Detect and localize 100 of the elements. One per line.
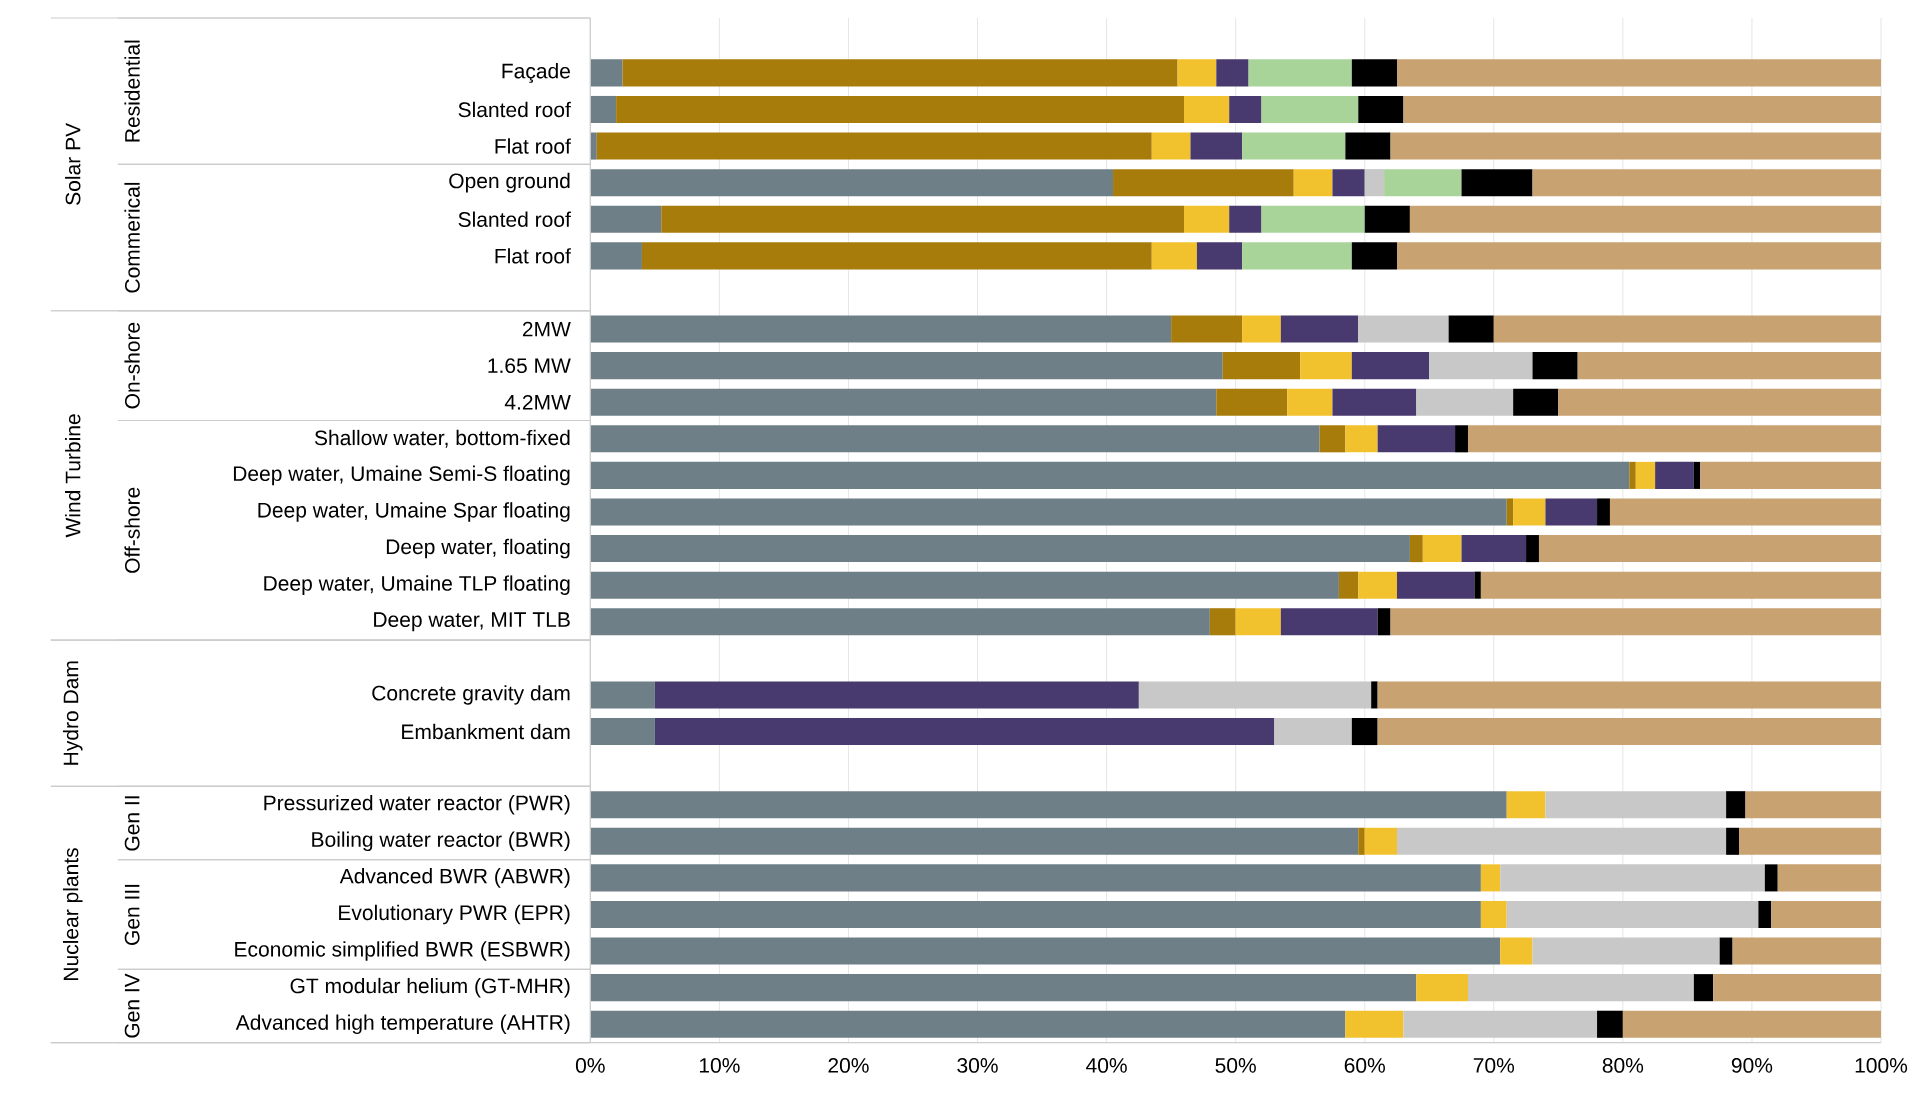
bar <box>1545 498 1598 526</box>
bar <box>1377 718 1881 746</box>
bar <box>1396 571 1475 599</box>
bar <box>596 132 1152 160</box>
bar <box>1222 352 1301 380</box>
x-tick-label: 40% <box>1086 1058 1127 1074</box>
bar <box>641 242 1152 270</box>
bar <box>1713 974 1881 1002</box>
bar <box>1467 974 1694 1002</box>
bar <box>1351 59 1397 87</box>
bar <box>1358 827 1365 856</box>
bar <box>1351 718 1378 746</box>
text: Commerical <box>124 183 140 293</box>
y-tick-label: Advanced BWR (ABWR) <box>339 868 570 888</box>
bar <box>616 96 1185 124</box>
bar <box>1609 498 1881 526</box>
bar <box>1455 425 1468 453</box>
bar <box>1506 791 1546 819</box>
bar <box>1545 791 1727 819</box>
bar <box>1758 901 1772 929</box>
bar <box>1693 462 1701 490</box>
bar <box>1358 315 1449 343</box>
bar <box>1358 571 1397 599</box>
bar <box>590 681 655 709</box>
bar <box>1184 96 1230 124</box>
y-tick-label: Deep water, MIT TLB <box>374 612 570 632</box>
y-tick-label: Deep water, Umaine TLP floating <box>264 575 570 596</box>
bar <box>661 205 1185 234</box>
bar <box>1622 1010 1881 1039</box>
bar <box>1151 132 1191 160</box>
y-tick-label: Flat roof <box>495 138 571 155</box>
bar <box>590 315 1172 343</box>
bar <box>1726 827 1740 856</box>
bar <box>1396 59 1881 87</box>
bar <box>1493 315 1881 343</box>
bar <box>1409 535 1423 563</box>
y-tick-label: Flat roof <box>495 248 571 264</box>
text: Solar PV <box>65 123 81 206</box>
y-tick-label: Deep water, Umaine Spar floating <box>258 502 570 522</box>
bar <box>1429 352 1533 380</box>
bar <box>1513 388 1559 416</box>
text: Hydro Dam <box>62 661 83 765</box>
x-tick-label: 90% <box>1731 1058 1773 1074</box>
bar <box>1506 901 1759 929</box>
bar <box>622 59 1178 87</box>
x-tick-label: 60% <box>1344 1058 1385 1074</box>
bar <box>1287 388 1333 416</box>
bar <box>1242 242 1352 270</box>
bar <box>1171 315 1243 343</box>
bar <box>1338 571 1359 599</box>
bar <box>1577 352 1881 380</box>
y-tick-label: Deep water, floating <box>386 539 570 559</box>
bar <box>1190 132 1243 160</box>
bar <box>1513 498 1546 526</box>
bar <box>590 498 1507 526</box>
y-tick-label: Slanted roof <box>458 101 571 118</box>
bar <box>1390 132 1881 160</box>
text: Nuclear plants <box>62 848 83 981</box>
bar <box>590 571 1339 599</box>
bar <box>1461 169 1533 197</box>
text: Gen III <box>124 885 140 946</box>
bar <box>1351 242 1397 270</box>
bar <box>1409 205 1881 234</box>
text: Gen II <box>124 796 140 851</box>
bar <box>1377 681 1881 709</box>
bar <box>1597 498 1610 526</box>
bar <box>1229 96 1262 124</box>
y-tick-label: 4.2MW <box>504 395 571 410</box>
bar <box>654 718 1275 746</box>
x-tick-label: 70% <box>1473 1058 1515 1074</box>
text: Residential <box>124 40 140 142</box>
bar <box>1532 937 1720 965</box>
y-tick-label: GT modular helium (GT-MHR) <box>290 978 570 998</box>
x-tick-label: 30% <box>957 1058 998 1074</box>
bar <box>1300 352 1352 380</box>
bar <box>1235 608 1281 636</box>
bar <box>1700 462 1881 490</box>
bar <box>1526 535 1539 563</box>
bar <box>1138 681 1372 709</box>
bar <box>1261 96 1359 124</box>
bar <box>1196 242 1243 270</box>
y-tick-label: Evolutionary PWR (EPR) <box>339 904 570 925</box>
bar <box>1280 608 1378 636</box>
bar <box>1422 535 1462 563</box>
bar <box>1332 388 1417 416</box>
bar <box>1377 425 1456 453</box>
bar <box>1293 169 1333 197</box>
bar <box>1351 352 1430 380</box>
bar <box>1726 791 1746 819</box>
y-tick-label: Slanted roof <box>458 211 571 228</box>
bar <box>1500 937 1533 965</box>
text: Gen IV <box>124 973 140 1038</box>
bar <box>590 96 617 124</box>
bar <box>1396 242 1881 270</box>
y-tick-label: Shallow water, bottom-fixed <box>314 430 570 448</box>
bar <box>590 205 662 234</box>
bar <box>1538 535 1881 563</box>
bar <box>1332 169 1365 197</box>
bar <box>1377 608 1391 636</box>
bar <box>1467 425 1881 453</box>
